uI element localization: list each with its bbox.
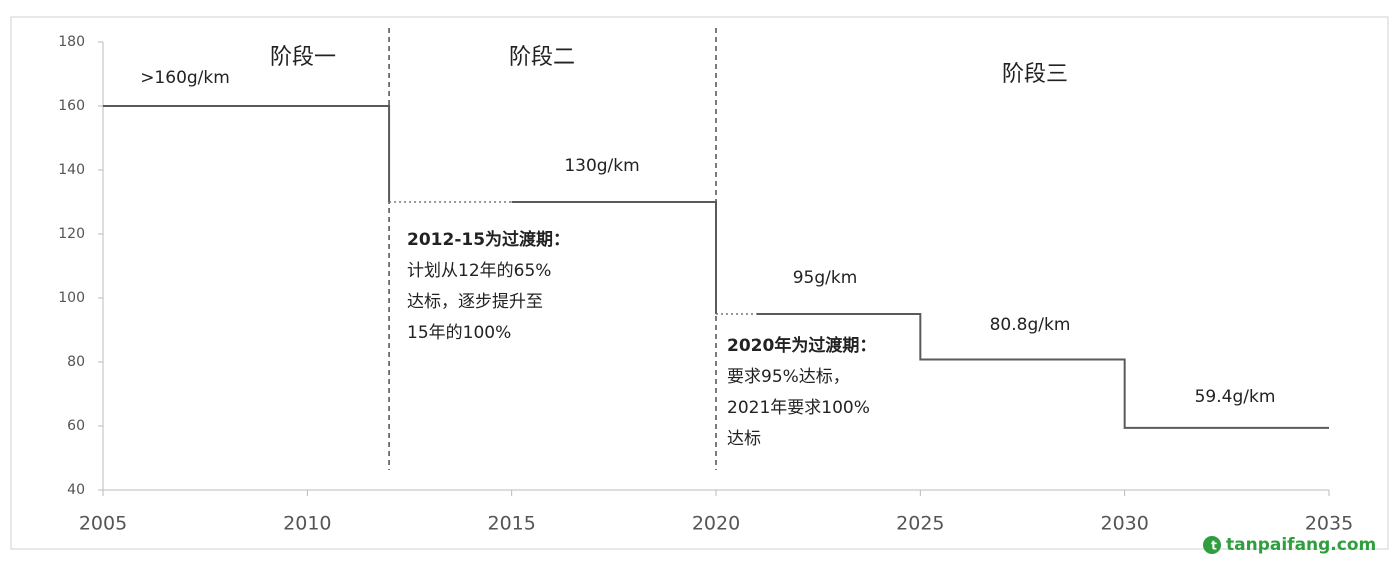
value-annotation: 59.4g/km	[1195, 387, 1276, 407]
note-title: 2012-15为过渡期：	[407, 229, 570, 250]
watermark-icon-letter: t	[1211, 539, 1217, 553]
value-annotation: >160g/km	[140, 68, 230, 88]
phase-label: 阶段二	[509, 45, 575, 70]
y-tick-label: 160	[58, 98, 85, 114]
y-tick-label: 100	[58, 290, 85, 306]
y-tick-label: 120	[58, 226, 85, 242]
x-tick-label: 2025	[896, 513, 944, 535]
value-annotation: 80.8g/km	[990, 315, 1071, 335]
x-tick-label: 2005	[79, 513, 127, 535]
chart-border	[10, 16, 1389, 550]
watermark-icon	[1203, 536, 1221, 554]
x-tick-label: 2020	[692, 513, 740, 535]
phase-label: 阶段三	[1002, 62, 1068, 87]
x-tick-label: 2010	[283, 513, 331, 535]
note-line: 计划从12年的65%	[407, 261, 551, 281]
step-line	[389, 201, 757, 315]
y-tick-label: 140	[58, 162, 85, 178]
watermark: tanpaifang.com	[1226, 535, 1376, 555]
note-line: 达标，逐步提升至	[407, 292, 543, 312]
note-line: 要求95%达标，	[727, 367, 850, 387]
x-tick-label: 2015	[487, 513, 535, 535]
phase-label: 阶段一	[270, 45, 336, 70]
step-line	[103, 105, 1329, 429]
note-line: 2021年要求100%	[727, 398, 870, 418]
note-line: 15年的100%	[407, 323, 511, 343]
note-line: 达标	[727, 429, 761, 449]
note-title: 2020年为过渡期：	[727, 335, 876, 356]
y-tick-label: 40	[67, 482, 85, 498]
x-tick-label: 2035	[1305, 513, 1353, 535]
value-annotation: 95g/km	[793, 268, 858, 288]
value-annotation: 130g/km	[564, 156, 639, 176]
y-tick-label: 180	[58, 34, 85, 50]
y-tick-label: 60	[67, 418, 85, 434]
y-tick-label: 80	[67, 354, 85, 370]
x-tick-label: 2030	[1100, 513, 1148, 535]
